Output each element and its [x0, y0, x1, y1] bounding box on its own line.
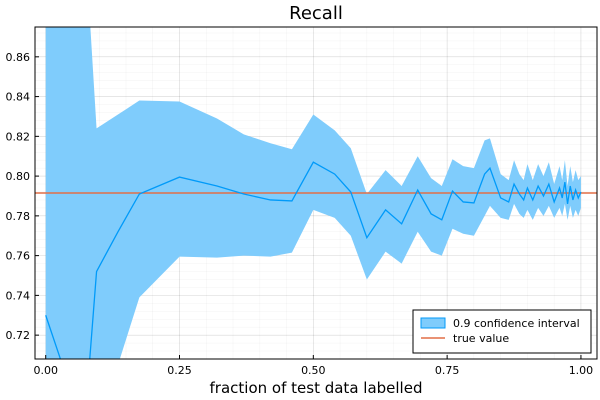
x-axis-label: fraction of test data labelled [210, 379, 423, 397]
y-tick-label: 0.80 [6, 170, 31, 183]
legend-box [412, 309, 592, 354]
legend: 0.9 confidence interval true value [412, 309, 592, 354]
chart-title: Recall [289, 3, 343, 24]
y-tick-label: 0.74 [6, 289, 31, 302]
legend-label-confidence-interval: 0.9 confidence interval [453, 317, 580, 330]
estimate-line [45, 161, 582, 359]
y-tick-label: 0.84 [6, 91, 31, 104]
x-tick-label: 0.25 [167, 364, 192, 377]
y-axis-ticks: 0.72 0.74 0.76 0.78 0.80 0.82 0.84 0.86 [6, 51, 39, 342]
legend-label-true-value: true value [453, 332, 509, 345]
x-tick-label: 0.75 [435, 364, 460, 377]
x-tick-label: 0.00 [33, 364, 58, 377]
y-tick-label: 0.78 [6, 210, 31, 223]
legend-swatch-confidence-interval [420, 317, 446, 329]
x-axis-ticks: 0.00 0.25 0.50 0.75 1.00 [33, 355, 593, 377]
y-tick-label: 0.86 [6, 51, 31, 64]
y-tick-label: 0.72 [6, 329, 31, 342]
plot-area [35, 27, 597, 359]
y-tick-label: 0.76 [6, 250, 31, 263]
x-tick-label: 0.50 [301, 364, 326, 377]
x-tick-label: 1.00 [569, 364, 594, 377]
y-tick-label: 0.82 [6, 130, 31, 143]
plot-frame [34, 26, 598, 360]
